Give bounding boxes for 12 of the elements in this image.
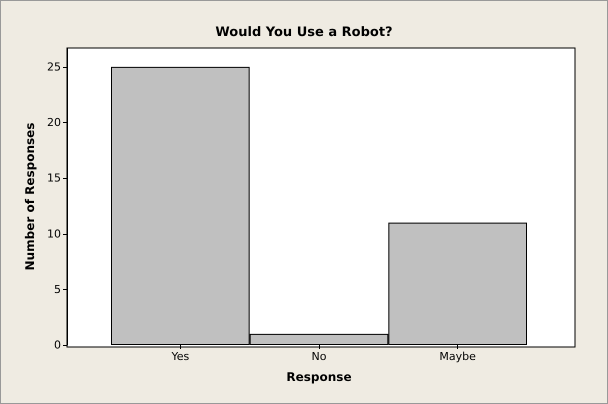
x-tick-label: No: [312, 350, 327, 363]
y-tick-label: 20: [47, 116, 61, 130]
y-tick-label: 25: [47, 60, 61, 74]
chart-title: Would You Use a Robot?: [215, 25, 393, 40]
y-tick-label: 5: [54, 282, 61, 296]
y-tick-label: 10: [47, 227, 61, 240]
y-axis-title: Number of Responses: [23, 122, 38, 270]
y-tick-label: 15: [47, 172, 61, 185]
x-tick-label: Yes: [170, 350, 190, 363]
x-axis-title: Response: [286, 370, 352, 384]
y-tick-label: 0: [54, 338, 61, 352]
x-tick-label: Maybe: [439, 350, 476, 363]
